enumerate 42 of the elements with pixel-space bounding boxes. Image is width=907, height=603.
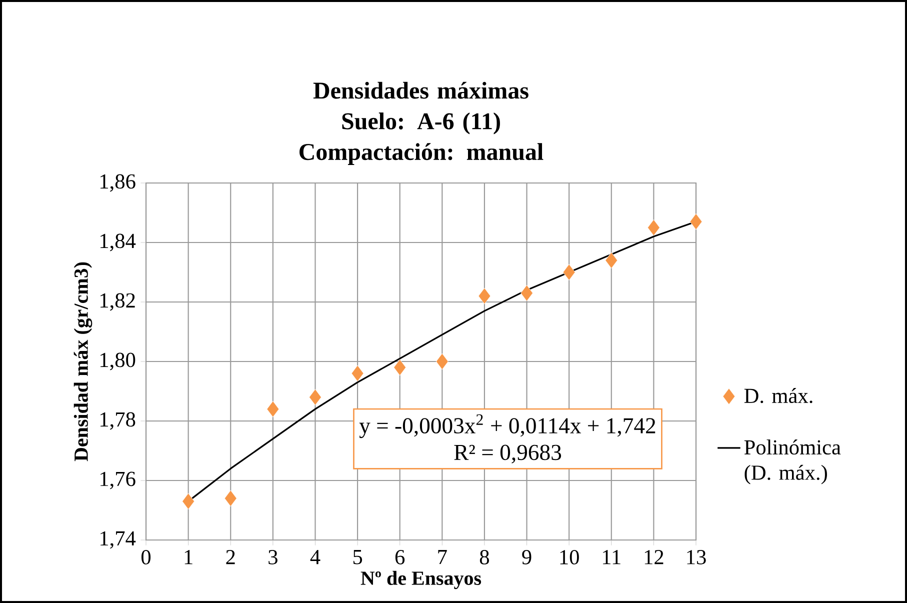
point <box>605 252 618 269</box>
point <box>478 288 491 304</box>
x-axis-title: Nº de Ensayos <box>360 570 482 590</box>
chart-subtitle: Suelo: A-6 (11) Compactación: manual <box>300 112 544 165</box>
annotation: R² = 0,9683 <box>454 444 562 464</box>
point <box>690 213 702 230</box>
point <box>562 264 576 280</box>
y-tick-label: 1,80 <box>100 352 136 370</box>
y-tick-label: 1,84 <box>100 234 136 252</box>
point <box>266 400 280 418</box>
point <box>436 353 448 370</box>
y-tick-label: 1,76 <box>100 472 136 490</box>
y-axis-title: Densidad máx (gr/cm3) <box>74 262 92 462</box>
x-tick-label: 8 <box>480 550 489 564</box>
x-tick-label: 5 <box>353 550 362 564</box>
y-tick-label: 1,86 <box>100 174 136 192</box>
x-tick-label: 9 <box>522 550 532 564</box>
x-tick-label: 10 <box>560 550 579 564</box>
point <box>647 219 660 236</box>
y-tick-label: 1,78 <box>100 412 136 430</box>
x-tick-label: 7 <box>438 550 447 564</box>
legend-label: D. máx. <box>744 388 812 404</box>
legend-label: Polinómica (D. máx.) <box>744 440 841 484</box>
x-tick-label: 2 <box>226 550 235 564</box>
point <box>394 359 406 376</box>
y-tick-label: 1,74 <box>100 531 136 549</box>
x-tick-label: 13 <box>687 550 706 564</box>
x-tick-label: 0 <box>141 550 151 564</box>
point <box>309 388 322 406</box>
point <box>224 490 237 507</box>
x-tick-label: 12 <box>644 550 664 564</box>
annotation: y = -0,0003x$^{2}$ + 0,0114x + 1,742 <box>359 414 656 438</box>
chart-title: Densidades máximas <box>313 82 528 99</box>
y-tick-label: 1,82 <box>100 293 135 311</box>
x-tick-label: 3 <box>268 550 278 564</box>
point <box>520 284 533 302</box>
x-tick-label: 11 <box>602 550 620 564</box>
x-tick-label: 6 <box>395 550 405 564</box>
x-tick-label: 1 <box>184 550 192 564</box>
point <box>351 365 364 382</box>
x-tick-label: 4 <box>310 550 320 564</box>
point <box>182 493 195 510</box>
